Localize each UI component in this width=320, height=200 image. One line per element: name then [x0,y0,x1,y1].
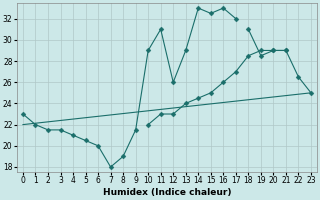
X-axis label: Humidex (Indice chaleur): Humidex (Indice chaleur) [103,188,231,197]
